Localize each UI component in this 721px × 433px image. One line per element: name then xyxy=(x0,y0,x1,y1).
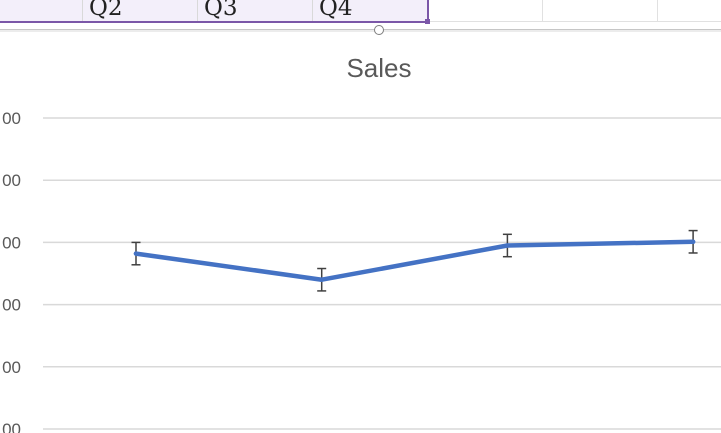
cell-q4-text: Q4 xyxy=(319,0,353,21)
chart-resize-handle[interactable] xyxy=(374,25,384,35)
cell-q1[interactable] xyxy=(0,0,83,22)
y-axis-tick-label: 00 xyxy=(2,171,21,190)
cell-q2[interactable]: Q2 xyxy=(83,0,198,22)
y-axis-tick-label: 00 xyxy=(2,296,21,315)
data-point-q1[interactable] xyxy=(133,251,139,256)
cell-q4[interactable]: Q4 xyxy=(313,0,429,22)
chart-border-shadow xyxy=(0,30,721,32)
chart-title: Sales xyxy=(346,53,411,83)
cell-empty-1[interactable] xyxy=(429,0,543,22)
data-point-q2[interactable] xyxy=(319,277,324,282)
cell-empty-3[interactable] xyxy=(658,0,721,22)
cell-q3-text: Q3 xyxy=(204,0,238,21)
chart-border xyxy=(0,29,721,30)
selection-border-bottom xyxy=(0,21,429,23)
spreadsheet-strip: Q2 Q3 Q4 xyxy=(0,0,721,30)
cell-q3[interactable]: Q3 xyxy=(198,0,313,22)
y-axis-tick-label: 00 xyxy=(2,233,21,252)
selection-border-right xyxy=(427,0,429,23)
cell-q2-text: Q2 xyxy=(89,0,123,21)
y-axis-tick-label: 00 xyxy=(2,109,21,128)
sales-series-line xyxy=(133,239,696,282)
chart-area[interactable]: Sales 00 00 00 00 00 00 xyxy=(0,32,721,433)
y-axis-tick-label: 00 xyxy=(2,420,21,433)
selection-fill-handle[interactable] xyxy=(425,19,430,24)
data-point-q3[interactable] xyxy=(505,243,510,248)
cell-empty-2[interactable] xyxy=(543,0,658,22)
y-axis-tick-label: 00 xyxy=(2,358,21,377)
data-point-q4[interactable] xyxy=(690,239,696,244)
